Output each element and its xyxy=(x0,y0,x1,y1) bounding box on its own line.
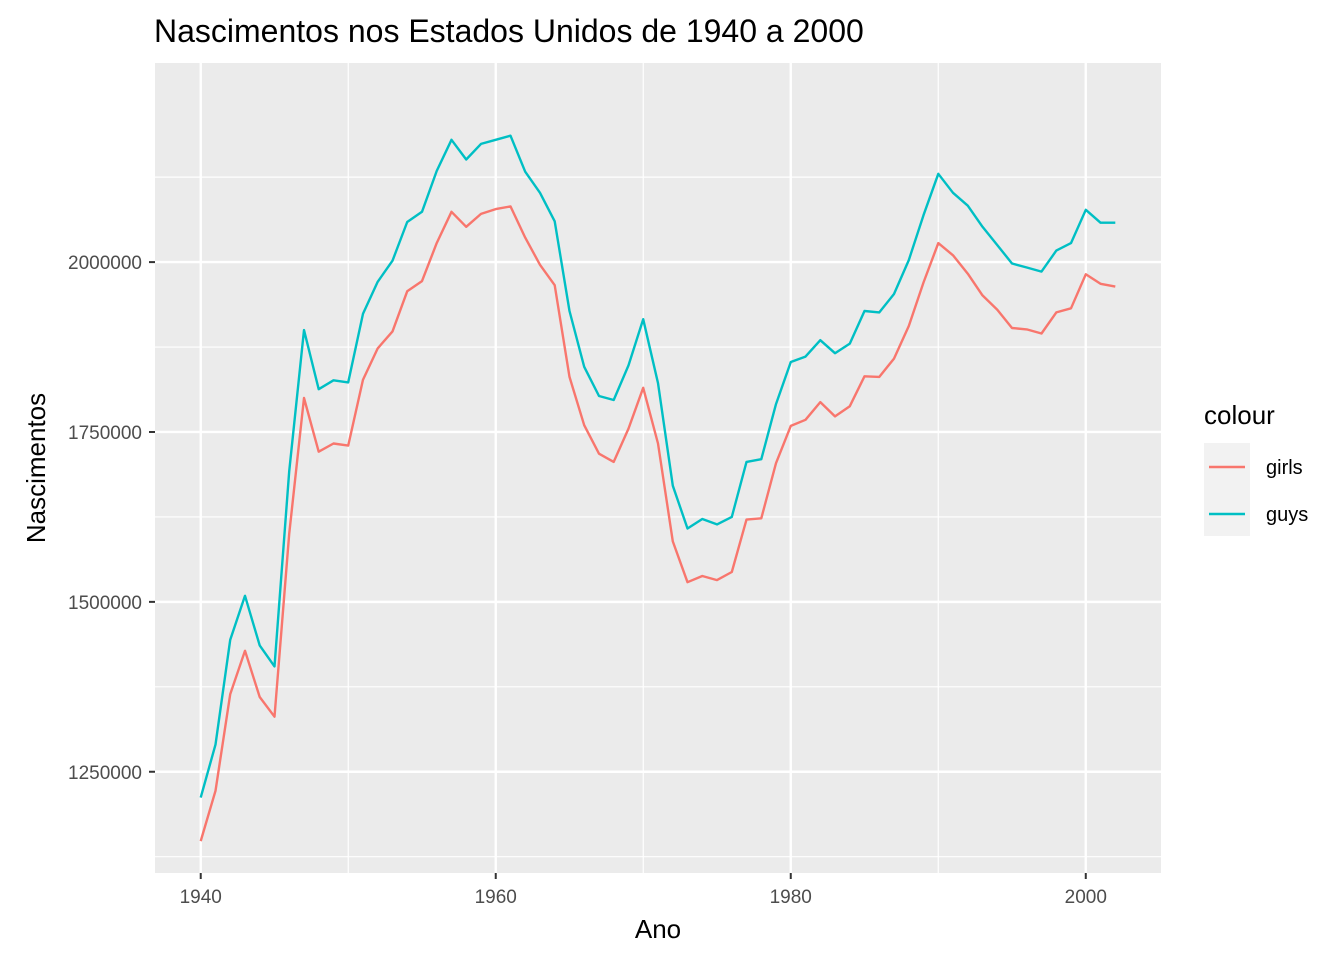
legend-label-guys: guys xyxy=(1266,504,1308,526)
series-line-girls xyxy=(199,205,1116,842)
x-axis-ticks: 1940 1960 1980 2000 xyxy=(180,873,1107,908)
plot-panel xyxy=(155,63,1161,873)
chart-title: Nascimentos nos Estados Unidos de 1940 a… xyxy=(154,13,864,49)
y-axis-ticks: 1250000 1500000 1750000 2000000 xyxy=(68,253,155,784)
x-tick-label: 2000 xyxy=(1065,887,1107,908)
legend: colour girls guys xyxy=(1204,400,1308,536)
x-tick-label: 1980 xyxy=(770,887,812,908)
legend-title: colour xyxy=(1204,400,1275,430)
series-line-guys xyxy=(199,134,1116,798)
minor-gridlines xyxy=(155,63,1161,873)
x-tick-label: 1940 xyxy=(180,887,222,908)
x-tick-label: 1960 xyxy=(475,887,517,908)
x-axis-title: Ano xyxy=(635,914,681,944)
y-tick-label: 1500000 xyxy=(68,593,142,614)
y-axis-title: Nascimentos xyxy=(21,393,51,543)
y-tick-label: 1750000 xyxy=(68,423,142,444)
y-tick-label: 2000000 xyxy=(68,253,142,274)
series-lines xyxy=(199,134,1116,842)
legend-key-background xyxy=(1204,443,1250,536)
y-tick-label: 1250000 xyxy=(68,763,142,784)
major-gridlines xyxy=(155,63,1161,873)
legend-label-girls: girls xyxy=(1266,457,1303,479)
